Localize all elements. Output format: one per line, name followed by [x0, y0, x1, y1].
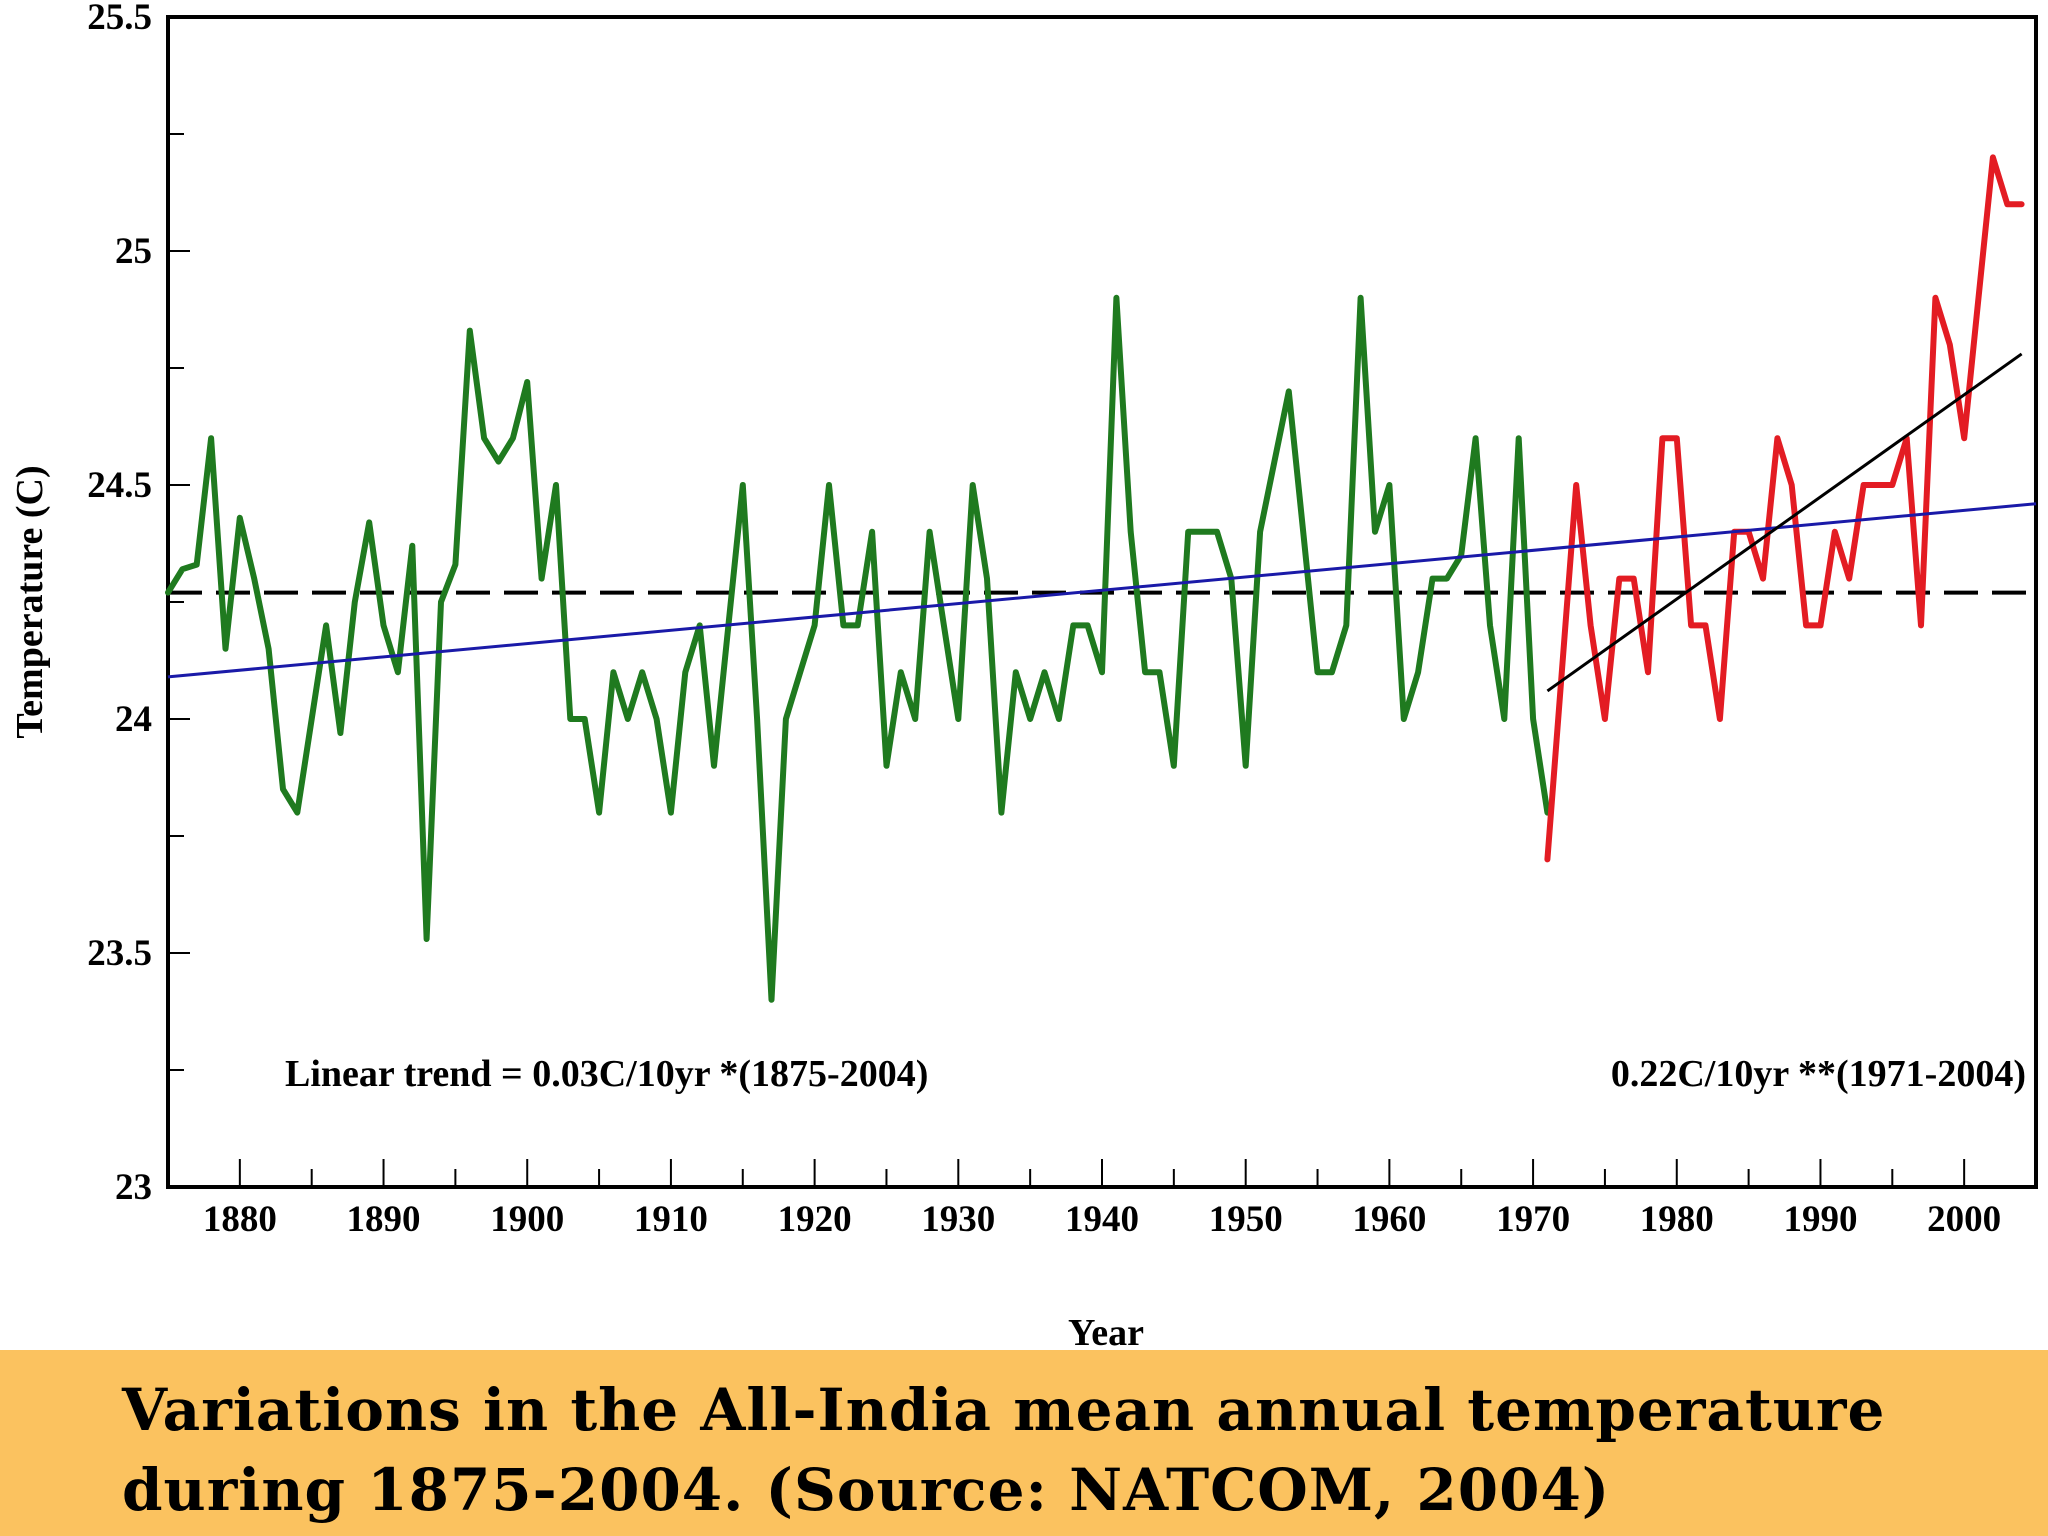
y-tick-label: 24.5 [87, 465, 152, 506]
x-tick-label: 1910 [634, 1199, 708, 1240]
x-tick-label: 1940 [1065, 1199, 1139, 1240]
temperature-series-1875-1971 [165, 294, 1551, 1003]
long-term-trend-line [167, 502, 2037, 679]
chart-lines [165, 154, 2037, 1003]
y-tick-label: 25 [115, 231, 152, 272]
x-tick-label: 1920 [778, 1199, 852, 1240]
x-tick-label: 1960 [1352, 1199, 1426, 1240]
y-tick-label: 24 [115, 699, 152, 740]
x-tick-label: 1970 [1496, 1199, 1570, 1240]
y-tick-label: 25.5 [87, 0, 152, 38]
y-axis-ticks: 23 23.5 24 24.5 25 25.5 [87, 0, 190, 1208]
caption-text: Variations in the All-India mean annual … [122, 1376, 1886, 1524]
temperature-series-1971-2004 [1544, 154, 2025, 863]
recent-trend-line [1546, 352, 2023, 693]
linear-trend-annotation: Linear trend = 0.03C/10yr *(1875-2004) [285, 1053, 928, 1095]
x-tick-label: 1930 [921, 1199, 995, 1240]
caption-banner: Variations in the All-India mean annual … [0, 1350, 2048, 1536]
recent-trend-annotation: 0.22C/10yr **(1971-2004) [1611, 1053, 2026, 1095]
x-tick-label: 1980 [1640, 1199, 1714, 1240]
y-axis-title: Temperature (C) [9, 465, 51, 738]
x-axis-ticks: 1880 1890 1900 1910 1920 1930 1940 1950 1960 1970… [167, 1159, 2037, 1240]
x-tick-label: 2000 [1927, 1199, 2001, 1240]
x-tick-label: 1880 [203, 1199, 277, 1240]
x-tick-label: 1950 [1209, 1199, 1283, 1240]
y-tick-label: 23.5 [87, 933, 152, 974]
x-tick-label: 1890 [347, 1199, 421, 1240]
x-tick-label: 1900 [490, 1199, 564, 1240]
x-axis-title: Year [1068, 1312, 1144, 1350]
y-tick-label: 23 [115, 1167, 152, 1208]
x-tick-label: 1990 [1783, 1199, 1857, 1240]
